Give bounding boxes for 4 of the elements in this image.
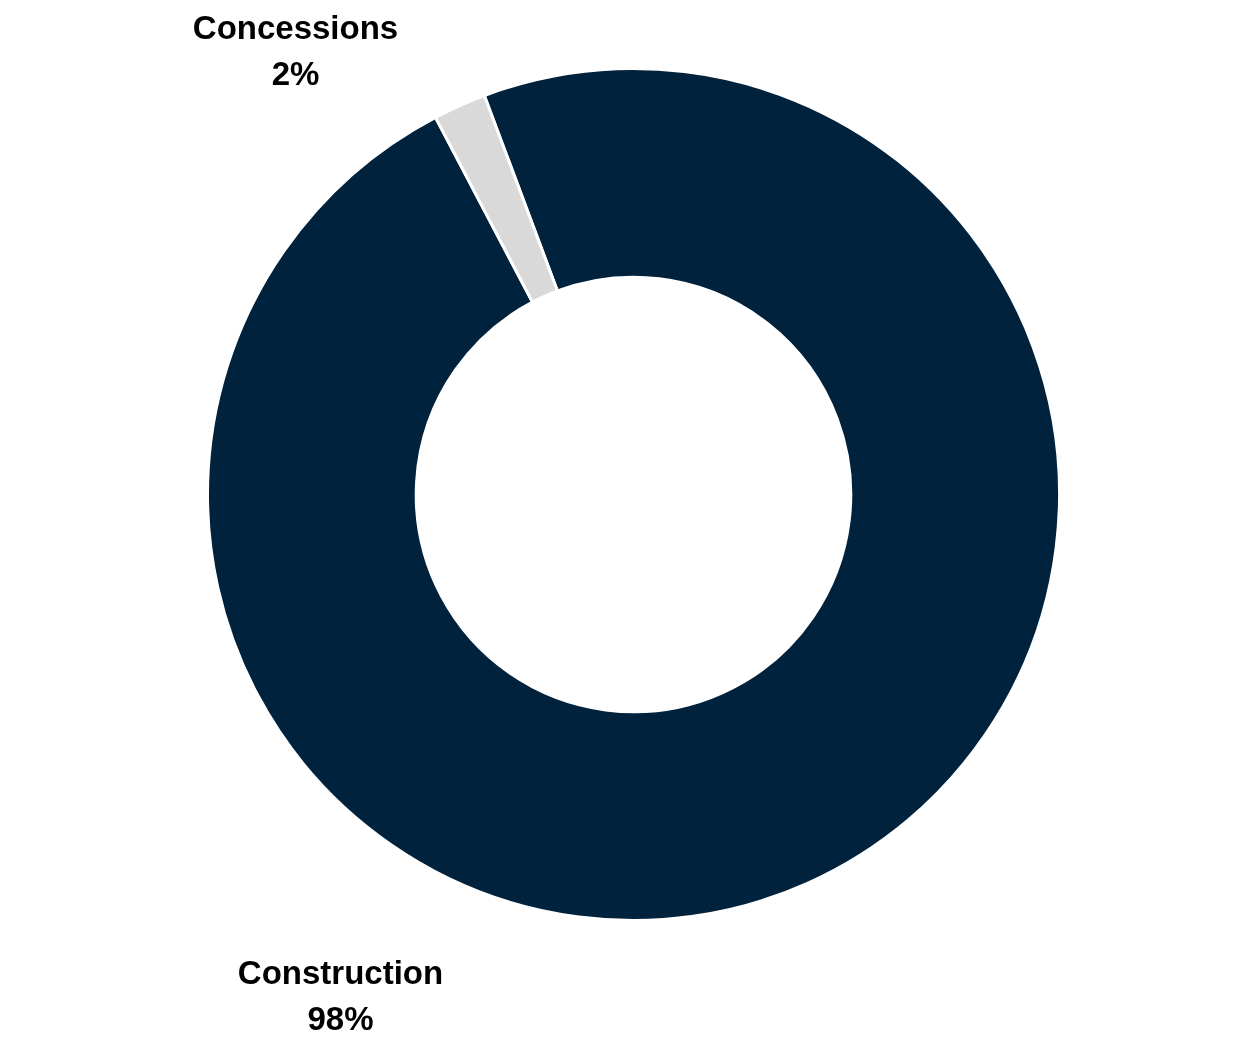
slice-label: Construction: [237, 954, 444, 991]
data-label: 98%: [307, 1000, 374, 1037]
data-label: 2%: [271, 55, 320, 92]
slice-label: Concessions: [192, 9, 399, 46]
